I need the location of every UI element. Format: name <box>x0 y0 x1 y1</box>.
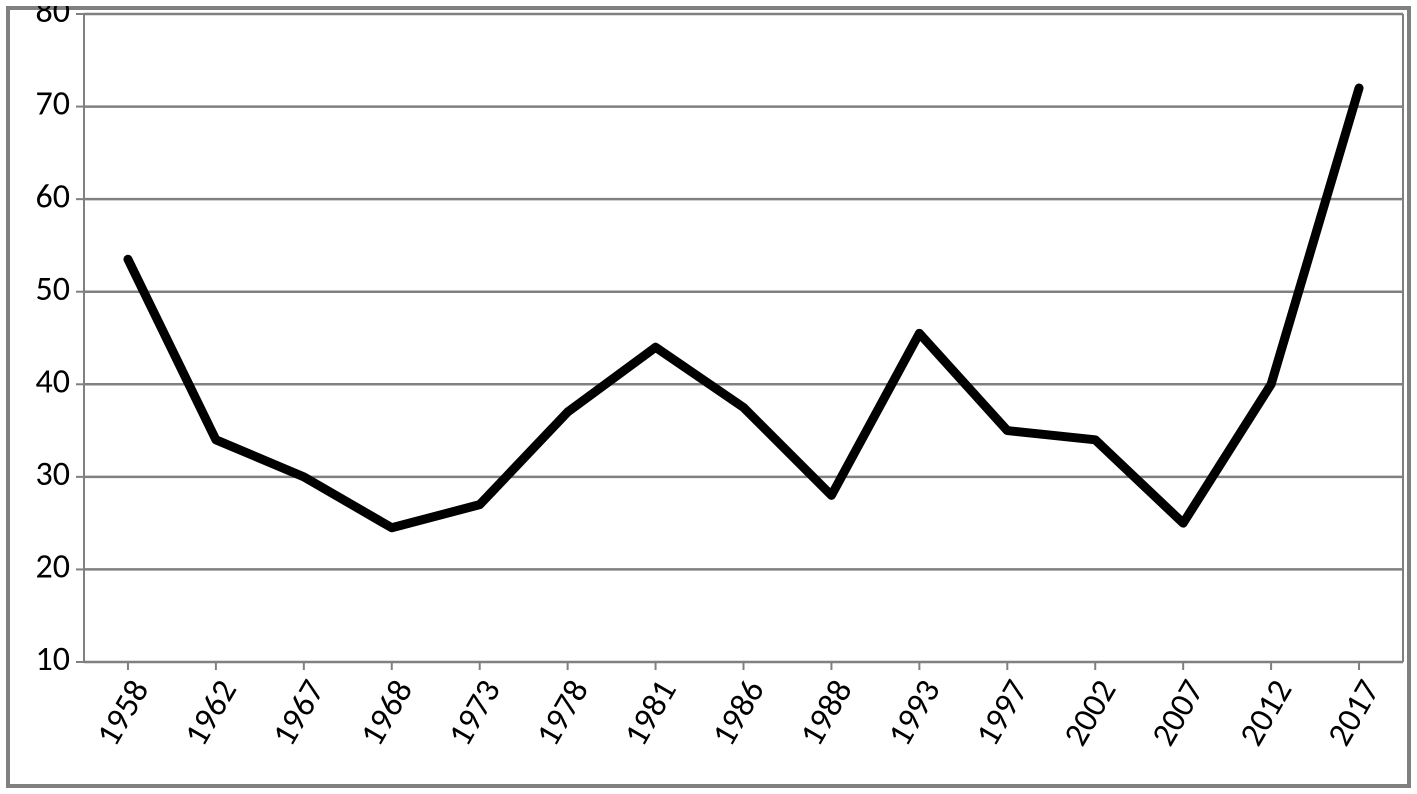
chart-svg: 1020304050607080195819621967196819731978… <box>6 6 1411 788</box>
y-axis-tick-label: 80 <box>36 6 70 32</box>
y-axis-tick-label: 10 <box>36 639 70 680</box>
y-axis-tick-label: 40 <box>36 361 70 402</box>
y-axis-tick-label: 30 <box>36 454 70 495</box>
y-axis-tick-label: 20 <box>36 547 70 588</box>
line-chart: 1020304050607080195819621967196819731978… <box>6 6 1411 788</box>
y-axis-tick-label: 70 <box>36 84 70 125</box>
y-axis-tick-label: 60 <box>36 176 70 217</box>
y-axis-tick-label: 50 <box>36 269 70 310</box>
